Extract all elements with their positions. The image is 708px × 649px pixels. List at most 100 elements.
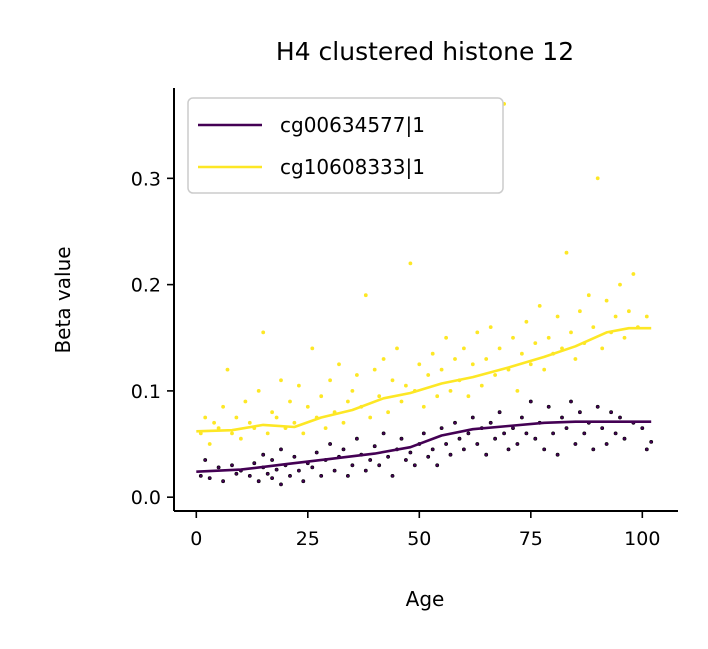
data-point-series-2 bbox=[279, 378, 283, 383]
data-point-series-2 bbox=[296, 383, 301, 388]
data-point-series-2 bbox=[323, 426, 328, 431]
data-point-series-2 bbox=[305, 404, 310, 409]
data-point-series-2 bbox=[644, 314, 649, 319]
data-point-series-1 bbox=[444, 442, 449, 446]
data-point-series-2 bbox=[292, 420, 297, 425]
data-point-series-2 bbox=[484, 357, 489, 361]
data-point-series-2 bbox=[319, 394, 324, 399]
data-point-series-2 bbox=[564, 250, 569, 255]
data-point-series-1 bbox=[524, 431, 529, 436]
data-point-series-1 bbox=[546, 404, 551, 409]
data-point-series-2 bbox=[595, 176, 600, 181]
data-point-series-2 bbox=[591, 325, 596, 330]
data-point-series-1 bbox=[461, 447, 466, 452]
data-point-series-1 bbox=[288, 473, 292, 478]
data-point-series-2 bbox=[488, 325, 493, 330]
data-point-series-2 bbox=[265, 431, 270, 436]
data-point-series-1 bbox=[582, 431, 587, 436]
y-axis-label: Beta value bbox=[51, 246, 75, 353]
legend-label-series-1: cg00634577|1 bbox=[280, 113, 425, 137]
data-point-series-2 bbox=[345, 399, 350, 404]
data-point-series-1 bbox=[622, 436, 627, 441]
legend-box bbox=[187, 97, 504, 194]
data-point-series-1 bbox=[341, 447, 346, 452]
data-point-series-1 bbox=[265, 471, 270, 476]
data-point-series-2 bbox=[399, 399, 404, 404]
data-point-series-2 bbox=[377, 394, 382, 399]
data-point-series-1 bbox=[310, 465, 315, 470]
data-point-series-2 bbox=[470, 362, 475, 367]
data-point-series-2 bbox=[354, 373, 359, 377]
data-point-series-1 bbox=[457, 436, 462, 441]
data-point-series-2 bbox=[444, 335, 449, 340]
data-point-series-1 bbox=[595, 404, 600, 409]
data-point-series-1 bbox=[453, 420, 457, 425]
data-point-series-2 bbox=[453, 357, 457, 361]
data-point-series-2 bbox=[341, 420, 346, 425]
data-point-series-1 bbox=[515, 442, 520, 446]
data-point-series-1 bbox=[230, 463, 234, 468]
data-point-series-2 bbox=[528, 362, 533, 367]
x-tick-label: 100 bbox=[624, 528, 660, 550]
data-point-series-2 bbox=[408, 261, 413, 266]
data-point-series-2 bbox=[475, 330, 480, 335]
data-point-series-1 bbox=[203, 458, 208, 462]
data-point-series-1 bbox=[386, 454, 391, 459]
x-tick-label: 0 bbox=[190, 528, 202, 550]
data-point-series-2 bbox=[207, 442, 212, 446]
data-point-series-1 bbox=[270, 476, 275, 481]
data-point-series-2 bbox=[613, 314, 618, 319]
data-point-series-2 bbox=[230, 431, 234, 436]
data-point-series-2 bbox=[368, 415, 373, 420]
data-point-series-1 bbox=[256, 479, 261, 484]
data-point-series-2 bbox=[270, 410, 275, 415]
data-point-series-1 bbox=[640, 426, 645, 431]
data-point-series-1 bbox=[497, 410, 502, 415]
data-point-series-1 bbox=[439, 426, 444, 431]
data-point-series-2 bbox=[328, 378, 333, 383]
y-tick-label: 0.3 bbox=[131, 168, 161, 190]
data-point-series-1 bbox=[542, 447, 547, 452]
data-point-series-1 bbox=[609, 410, 614, 415]
data-point-series-2 bbox=[426, 373, 431, 377]
data-point-series-2 bbox=[221, 404, 226, 409]
data-point-series-1 bbox=[399, 436, 404, 441]
data-point-series-2 bbox=[439, 367, 444, 372]
data-point-series-1 bbox=[381, 431, 386, 436]
data-point-series-2 bbox=[578, 309, 582, 314]
data-point-series-1 bbox=[604, 442, 609, 446]
data-point-series-2 bbox=[555, 314, 560, 319]
data-point-series-1 bbox=[475, 442, 480, 446]
data-point-series-1 bbox=[252, 461, 257, 466]
data-point-series-2 bbox=[546, 335, 551, 340]
chart-title: H4 clustered histone 12 bbox=[276, 37, 574, 66]
data-point-series-2 bbox=[542, 367, 547, 372]
data-point-series-2 bbox=[234, 415, 239, 420]
data-point-series-2 bbox=[261, 330, 266, 335]
data-point-series-2 bbox=[337, 362, 341, 367]
data-point-series-2 bbox=[372, 367, 377, 372]
data-point-series-1 bbox=[470, 415, 475, 420]
data-point-series-2 bbox=[493, 373, 498, 377]
data-point-series-1 bbox=[564, 426, 569, 431]
data-point-series-1 bbox=[279, 447, 283, 452]
x-tick-label: 50 bbox=[407, 528, 431, 550]
data-point-series-2 bbox=[350, 388, 355, 393]
data-point-series-1 bbox=[247, 473, 252, 478]
data-point-series-2 bbox=[604, 298, 609, 303]
data-point-series-1 bbox=[421, 431, 426, 436]
data-point-series-1 bbox=[328, 442, 333, 446]
x-axis-label: Age bbox=[406, 587, 445, 611]
data-point-series-2 bbox=[466, 394, 471, 399]
data-point-series-2 bbox=[247, 420, 252, 425]
data-point-series-2 bbox=[586, 293, 591, 298]
data-point-series-2 bbox=[600, 346, 605, 351]
data-point-series-1 bbox=[506, 447, 511, 452]
data-point-series-2 bbox=[569, 330, 573, 335]
data-point-series-1 bbox=[198, 473, 203, 478]
data-point-series-2 bbox=[363, 293, 368, 298]
data-point-series-1 bbox=[555, 452, 560, 457]
data-point-series-2 bbox=[537, 303, 542, 308]
y-tick-label: 0.1 bbox=[131, 381, 161, 403]
data-point-series-1 bbox=[292, 454, 297, 459]
